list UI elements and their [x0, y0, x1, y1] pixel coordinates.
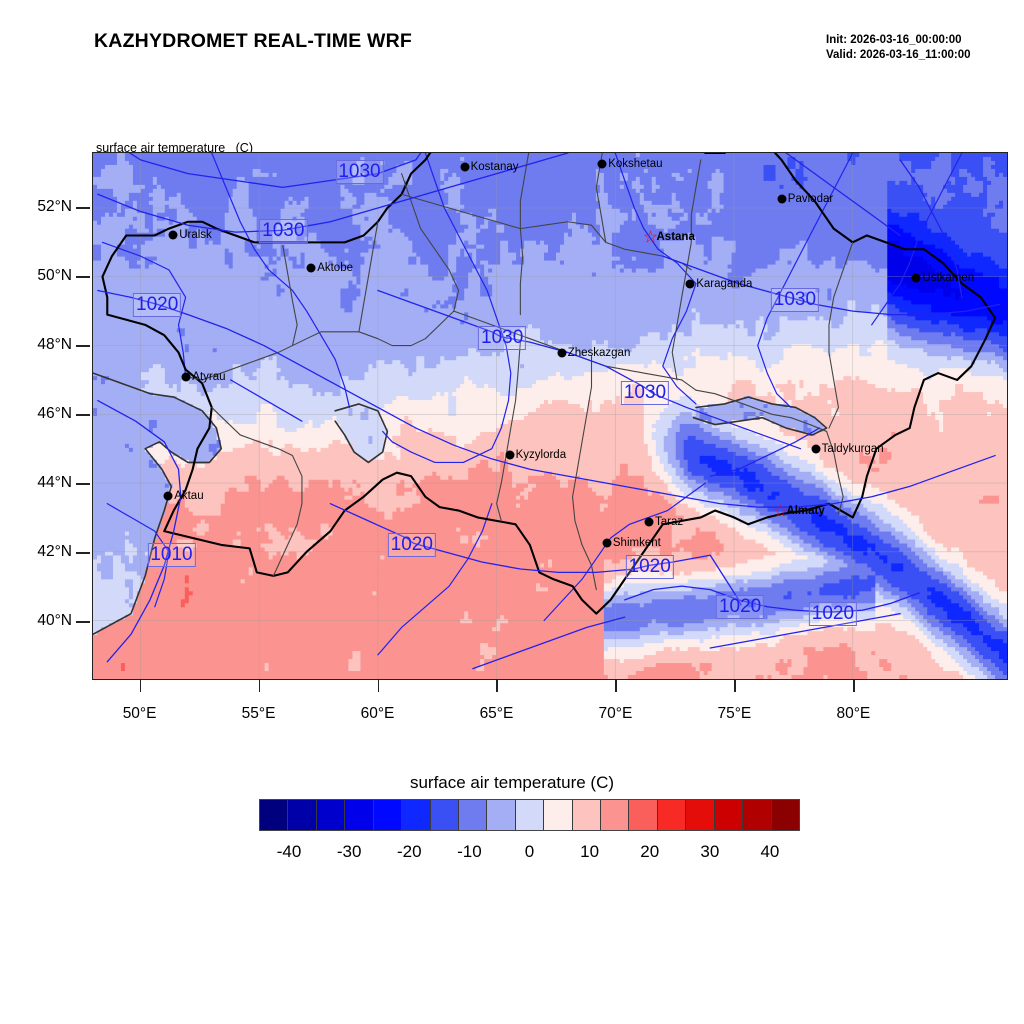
lon-tick-label: 55°E [241, 705, 276, 722]
colorbar-swatch [458, 800, 488, 830]
lon-tick-label: 60°E [360, 705, 395, 722]
lat-tick-label: 50°N [37, 267, 72, 285]
colorbar-tick-label: -30 [336, 842, 362, 861]
map-raster [93, 153, 1007, 679]
lon-tick-mark [496, 680, 498, 692]
lon-tick-mark [139, 680, 142, 692]
lat-tick-mark [76, 552, 90, 554]
lon-tick-mark [734, 680, 736, 692]
valid-time: Valid: 2026-03-16_11:00:00 [826, 49, 971, 61]
page-title: KAZHYDROMET REAL-TIME WRF [94, 30, 413, 52]
temperature-shading [93, 153, 1007, 679]
isobar-label: 1010 [147, 543, 196, 567]
lat-tick-label: 48°N [37, 336, 72, 354]
isobar-label: 1020 [133, 292, 182, 317]
coastline-outlines [93, 372, 828, 636]
colorbar-swatch [601, 800, 630, 830]
lon-tick-label: 80°E [836, 705, 871, 722]
isobar-label: 1020 [715, 594, 765, 619]
colorbar-tick-label: -20 [396, 842, 422, 861]
lat-tick-mark [76, 207, 90, 209]
lon-tick-label: 65°E [479, 705, 514, 722]
isobar-label: 1020 [808, 601, 858, 626]
lon-tick-label: 75°E [717, 705, 752, 722]
isobar-label: 1030 [620, 380, 670, 405]
colorbar-swatch [714, 800, 744, 830]
rivers [101, 153, 963, 656]
colorbar-swatch [260, 800, 289, 830]
colorbar [259, 799, 800, 831]
colorbar-swatch [402, 800, 431, 830]
lat-tick-label: 44°N [37, 474, 72, 492]
isobar-contours [97, 153, 1001, 670]
colorbar-swatch [544, 800, 573, 830]
map-plot-area: PetropavlovskKostanayKokshetauPavlodarUr… [92, 152, 1008, 680]
lon-tick-mark [377, 680, 379, 692]
colorbar-swatch [515, 800, 545, 830]
colorbar-swatch [572, 800, 602, 830]
lat-tick-label: 40°N [37, 612, 72, 630]
isobar-label: 1020 [387, 532, 436, 557]
lat-tick-label: 42°N [37, 543, 72, 561]
colorbar-swatch [686, 800, 715, 830]
colorbar-swatch [743, 800, 772, 830]
lon-tick-mark [258, 680, 261, 692]
colorbar-swatch [288, 800, 317, 830]
lat-tick-mark [76, 483, 90, 485]
colorbar-swatch [316, 800, 346, 830]
colorbar-swatch [430, 800, 459, 830]
lon-tick-mark [615, 680, 617, 692]
colorbar-tick-label: 20 [640, 842, 660, 861]
run-timestamps: Init: 2026-03-16_00:00:00 Valid: 2026-03… [826, 33, 971, 63]
init-time: Init: 2026-03-16_00:00:00 [826, 34, 962, 46]
colorbar-tick-label: -10 [457, 842, 482, 861]
isobar-label: 1030 [335, 160, 384, 184]
colorbar-tick-label: 10 [580, 842, 600, 861]
lon-tick-mark [853, 680, 855, 692]
lat-tick-mark [76, 345, 90, 347]
colorbar-tick-label: 40 [760, 842, 780, 861]
colorbar-tick-label: 30 [700, 842, 720, 861]
isobar-label: 1020 [625, 555, 674, 580]
isobar-label: 1030 [259, 218, 308, 243]
lon-tick-label: 70°E [598, 705, 633, 722]
colorbar-tick-label: -40 [276, 842, 302, 861]
lon-tick-label: 50°E [122, 705, 157, 722]
isobar-label: 1030 [770, 287, 820, 312]
colorbar-swatch [345, 800, 374, 830]
isobar-label: 1030 [478, 325, 527, 350]
colorbar-swatch [373, 800, 403, 830]
lat-tick-mark [76, 414, 90, 416]
oblast-borders [185, 153, 854, 591]
colorbar-swatch [771, 800, 800, 830]
lat-tick-mark [76, 621, 90, 623]
colorbar-swatch [657, 800, 687, 830]
colorbar-swatch [629, 800, 658, 830]
field-label-temperature: surface air temperature (C) [96, 141, 253, 155]
colorbar-swatch [487, 800, 516, 830]
national-border [101, 153, 997, 615]
lat-tick-mark [76, 276, 90, 278]
lat-tick-label: 46°N [37, 405, 72, 423]
colorbar-title: surface air temperature (C) [409, 773, 615, 792]
lat-tick-label: 52°N [37, 198, 72, 216]
colorbar-tick-label: 0 [524, 842, 535, 861]
